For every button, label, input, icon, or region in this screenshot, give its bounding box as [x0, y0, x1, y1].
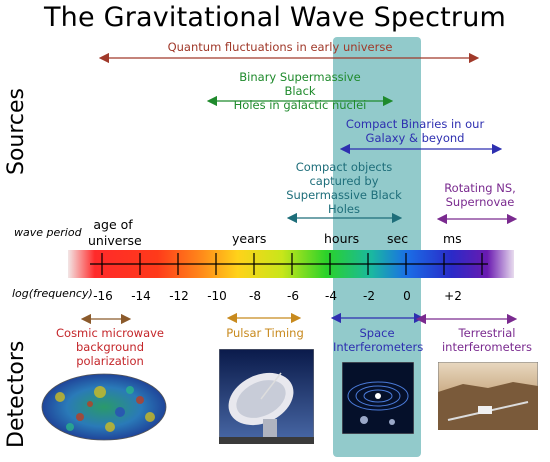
cmb-label: Cosmic microwave background polarization	[56, 326, 164, 368]
emri-label: Compact objects captured by Supermassive…	[286, 160, 402, 216]
freq-tick: +2	[444, 289, 462, 303]
ms-label: ms	[443, 231, 462, 246]
compact-binaries-label: Compact Binaries in our Galaxy & beyond	[345, 117, 485, 145]
freq-tick: -10	[207, 289, 227, 303]
ns-label: Rotating NS, Supernovae	[444, 181, 516, 209]
freq-tick: -14	[131, 289, 151, 303]
page-title: The Gravitational Wave Spectrum	[43, 2, 507, 33]
space-label: Space Interferometers	[333, 326, 424, 354]
freq-tick: -2	[363, 289, 375, 303]
freq-tick: 0	[403, 289, 411, 303]
years-label: years	[232, 231, 267, 246]
freq-tick: -4	[325, 289, 337, 303]
wave-period-label: wave period	[14, 226, 82, 239]
smbh-label: Binary Supermassive Black Holes in galac…	[233, 70, 367, 112]
freq-tick: -6	[287, 289, 299, 303]
space-interferometer-image	[342, 362, 414, 434]
terrestrial-interferometer-image	[438, 362, 538, 430]
log-frequency-label: log(frequency)	[12, 287, 93, 300]
radio-telescope-image	[219, 349, 314, 444]
freq-tick: -12	[169, 289, 189, 303]
cmb-map-image	[41, 373, 167, 441]
hours-label: hours	[324, 231, 360, 246]
pulsar-label: Pulsar Timing	[226, 326, 304, 340]
sec-label: sec	[387, 231, 409, 246]
freq-tick: -8	[249, 289, 261, 303]
terrestrial-label: Terrestrial interferometers	[441, 326, 532, 354]
quantum-label: Quantum fluctuations in early universe	[167, 40, 393, 54]
tick-marks	[101, 253, 483, 275]
age-of-universe-label: age of universe	[88, 217, 142, 248]
spectrum-bar	[68, 250, 514, 278]
freq-tick: -16	[93, 289, 113, 303]
